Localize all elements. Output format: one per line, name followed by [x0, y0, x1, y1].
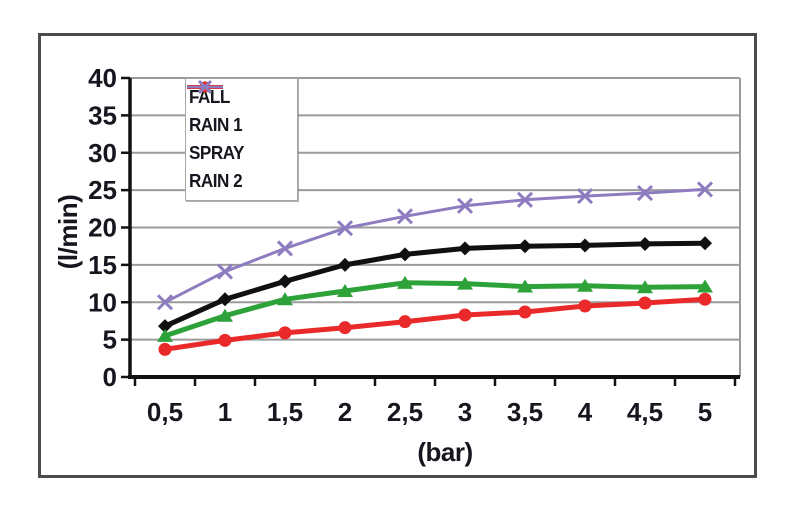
x-tick-label: 2	[338, 397, 352, 427]
series-marker	[336, 220, 354, 237]
series-spray	[158, 292, 712, 356]
series-marker	[396, 208, 414, 225]
series-marker	[217, 308, 233, 322]
series-marker	[276, 240, 294, 257]
series-marker	[458, 308, 472, 322]
series-marker	[636, 185, 654, 202]
series-rain-1-line	[162, 280, 708, 339]
y-tick-label: 35	[88, 100, 117, 130]
x-tick-label: 3,5	[507, 397, 543, 427]
series-marker	[457, 276, 473, 290]
x-tick-label: 1,5	[267, 397, 303, 427]
legend-item-spray: SPRAY	[187, 81, 293, 166]
flow-chart-svg: 0 5 10 15 20 25 30 35 40 0,5 1 1,5 2 2,5 3 3,5 4 4,5 5	[88, 63, 741, 427]
series-marker	[278, 326, 292, 340]
legend-marker-rain-2	[187, 79, 223, 95]
series-marker	[398, 247, 412, 262]
series-marker	[697, 279, 713, 293]
series-marker	[638, 296, 652, 310]
y-tick-label: 30	[88, 138, 117, 168]
series-marker	[456, 197, 474, 214]
legend-item-rain-2: RAIN 2	[187, 79, 293, 194]
x-tick-label: 5	[698, 397, 712, 427]
series-marker	[577, 278, 593, 292]
series-marker	[637, 280, 653, 294]
series-rain-1	[157, 275, 713, 342]
y-tick-label: 5	[103, 325, 117, 355]
x-tick-label: 1	[218, 397, 232, 427]
legend-label-rain-2: RAIN 2	[189, 171, 243, 191]
series-marker	[398, 315, 412, 329]
y-tick-label: 25	[88, 175, 117, 205]
series-marker	[576, 188, 594, 205]
series-marker	[337, 284, 353, 298]
legend-item-rain-1: RAIN 1	[187, 81, 293, 138]
series-rain-2	[156, 181, 714, 311]
series-marker	[338, 257, 352, 272]
legend-label-spray: SPRAY	[189, 143, 244, 163]
x-tick-label: 4	[578, 397, 593, 427]
series-marker	[158, 342, 172, 356]
series-fall-line	[162, 240, 708, 329]
series-marker	[458, 241, 472, 256]
series-marker	[158, 319, 172, 334]
series-marker	[218, 333, 232, 347]
series-marker	[698, 236, 712, 251]
series-marker	[156, 294, 174, 311]
y-axis-title: (l/min)	[53, 194, 83, 270]
series-marker	[218, 292, 232, 307]
series-marker	[278, 274, 292, 289]
x-tick-label: 3	[458, 397, 472, 427]
series-marker	[397, 275, 413, 289]
series-marker	[338, 321, 352, 335]
y-tick-label: 15	[88, 250, 117, 280]
series-marker	[277, 292, 293, 306]
y-tick-label: 10	[88, 287, 117, 317]
x-tick-label: 0,5	[147, 397, 183, 427]
series-marker	[578, 299, 592, 313]
series-marker	[698, 292, 712, 306]
series-spray-line	[162, 296, 708, 352]
x-tick-label: 2,5	[387, 397, 423, 427]
series-marker	[578, 238, 592, 253]
series-marker	[197, 79, 213, 95]
y-tick-label: 0	[103, 362, 117, 392]
series-marker	[157, 328, 173, 342]
x-axis-title: (bar)	[417, 437, 473, 467]
series-marker	[638, 236, 652, 251]
x-tick-label: 4,5	[627, 397, 663, 427]
series-rain-2-line	[163, 187, 707, 304]
chart-panel: 0 5 10 15 20 25 30 35 40 0,5 1 1,5 2 2,5 3 3,5 4 4,5 5 (ba…	[38, 33, 757, 478]
series-marker	[696, 181, 714, 198]
series-marker	[518, 239, 532, 254]
legend-label-rain-1: RAIN 1	[189, 115, 243, 135]
series-marker	[517, 279, 533, 293]
series-marker	[518, 305, 532, 319]
series-marker	[216, 263, 234, 280]
y-tick-label: 40	[88, 63, 117, 93]
series-marker	[516, 191, 534, 208]
series-fall	[158, 236, 712, 334]
legend: FALL RAIN 1 SPRAY RAIN 2	[185, 78, 298, 201]
y-tick-label: 20	[88, 213, 117, 243]
